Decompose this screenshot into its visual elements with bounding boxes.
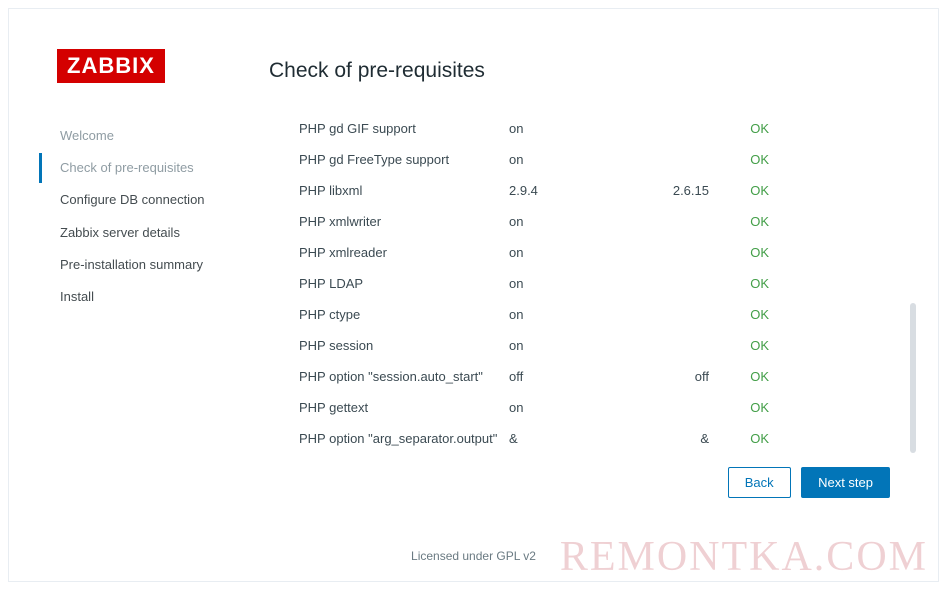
requirement-required <box>619 338 729 353</box>
requirement-current: on <box>509 121 619 136</box>
requirement-name: PHP ctype <box>269 307 509 322</box>
page-title: Check of pre-requisites <box>269 59 898 83</box>
requirement-current: 2.9.4 <box>509 183 619 198</box>
requirement-row: PHP ctypeon OK <box>269 299 898 330</box>
setup-steps-nav: WelcomeCheck of pre-requisitesConfigure … <box>39 121 249 312</box>
requirement-name: PHP gettext <box>269 400 509 415</box>
requirement-required: 2.6.15 <box>619 183 729 198</box>
requirement-required <box>619 276 729 291</box>
requirement-current: on <box>509 214 619 229</box>
requirement-status: OK <box>729 431 769 446</box>
requirement-status: OK <box>729 276 769 291</box>
nav-step[interactable]: Pre-installation summary <box>39 250 249 280</box>
requirement-name: PHP xmlwriter <box>269 214 509 229</box>
requirements-scroll-area: PHP gd GIF supportonOKPHP gd FreeType su… <box>269 113 898 453</box>
nav-step[interactable]: Check of pre-requisites <box>39 153 249 183</box>
requirement-row: PHP xmlwriteron OK <box>269 206 898 237</box>
requirement-status: OK <box>729 338 769 353</box>
requirement-current: on <box>509 338 619 353</box>
requirement-name: PHP libxml <box>269 183 509 198</box>
nav-step[interactable]: Zabbix server details <box>39 218 249 248</box>
requirement-row: PHP LDAPon OK <box>269 268 898 299</box>
requirement-required <box>619 400 729 415</box>
requirement-status: OK <box>729 152 769 167</box>
requirement-row: PHP libxml2.9.42.6.15OK <box>269 175 898 206</box>
scrollbar-thumb[interactable] <box>910 303 916 453</box>
requirement-current: on <box>509 152 619 167</box>
requirement-name: PHP gd FreeType support <box>269 152 509 167</box>
requirement-required <box>619 152 729 167</box>
requirement-row: PHP option "arg_separator.output"&&OK <box>269 423 898 454</box>
requirement-current: on <box>509 400 619 415</box>
requirement-row: PHP sessionon OK <box>269 330 898 361</box>
requirement-name: PHP option "session.auto_start" <box>269 369 509 384</box>
requirements-table: PHP gd GIF supportonOKPHP gd FreeType su… <box>269 113 898 454</box>
requirement-row: PHP xmlreaderon OK <box>269 237 898 268</box>
requirement-status: OK <box>729 307 769 322</box>
wizard-buttons: Back Next step <box>269 453 898 498</box>
sidebar: ZABBIX WelcomeCheck of pre-requisitesCon… <box>39 49 249 498</box>
requirement-required <box>619 121 729 136</box>
requirement-required: & <box>619 431 729 446</box>
zabbix-logo: ZABBIX <box>57 49 165 83</box>
requirement-current: on <box>509 245 619 260</box>
requirement-name: PHP xmlreader <box>269 245 509 260</box>
requirement-required <box>619 307 729 322</box>
next-step-button[interactable]: Next step <box>801 467 890 498</box>
content: ZABBIX WelcomeCheck of pre-requisitesCon… <box>9 9 938 498</box>
requirement-status: OK <box>729 245 769 260</box>
requirement-current: on <box>509 276 619 291</box>
requirement-status: OK <box>729 400 769 415</box>
requirement-status: OK <box>729 121 769 136</box>
nav-step[interactable]: Install <box>39 282 249 312</box>
requirement-name: PHP LDAP <box>269 276 509 291</box>
requirement-name: PHP gd GIF support <box>269 121 509 136</box>
nav-step[interactable]: Configure DB connection <box>39 185 249 215</box>
main-panel: Check of pre-requisites PHP gd GIF suppo… <box>249 49 898 498</box>
requirement-status: OK <box>729 369 769 384</box>
requirement-row: PHP gd GIF supporton OK <box>269 113 898 144</box>
requirement-status: OK <box>729 214 769 229</box>
setup-frame: ZABBIX WelcomeCheck of pre-requisitesCon… <box>8 8 939 582</box>
requirement-status: OK <box>729 183 769 198</box>
nav-step[interactable]: Welcome <box>39 121 249 151</box>
license-footer: Licensed under GPL v2 <box>9 549 938 563</box>
requirement-required <box>619 214 729 229</box>
requirement-row: PHP gd FreeType supporton OK <box>269 144 898 175</box>
requirement-required: off <box>619 369 729 384</box>
requirement-current: on <box>509 307 619 322</box>
back-button[interactable]: Back <box>728 467 791 498</box>
requirement-row: PHP gettexton OK <box>269 392 898 423</box>
requirement-name: PHP session <box>269 338 509 353</box>
requirement-row: PHP option "session.auto_start"offoffOK <box>269 361 898 392</box>
requirement-name: PHP option "arg_separator.output" <box>269 431 509 446</box>
requirement-current: & <box>509 431 619 446</box>
requirement-required <box>619 245 729 260</box>
requirement-current: off <box>509 369 619 384</box>
